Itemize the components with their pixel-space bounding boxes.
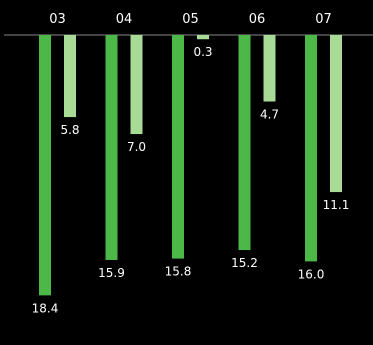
value-label-series2-07: 11.1 [323,198,350,212]
bar-series2-06 [263,35,276,102]
value-label-series1-07: 16.0 [298,267,325,281]
bar-series1-07 [305,35,317,262]
bar-series1-04 [105,35,118,260]
value-label-series1-06: 15.2 [231,256,258,270]
value-label-series1-05: 15.8 [165,265,192,279]
tick-label-04: 04 [116,12,133,27]
category-tick-labels: 03 04 05 06 07 [49,12,332,27]
bar-series2-05 [197,35,209,40]
value-label-series2-03: 5.8 [60,123,79,137]
tick-label-07: 07 [315,12,332,27]
bar-series1-05 [172,35,184,259]
bar-series2-07 [330,35,342,193]
value-label-series2-05: 0.3 [193,45,212,59]
value-label-series2-04: 7.0 [127,140,146,154]
value-label-series1-04: 15.9 [98,266,125,280]
value-label-series1-03: 18.4 [32,301,59,315]
bar-series1-06 [238,35,251,251]
bars [39,35,342,296]
tick-label-06: 06 [249,12,266,27]
bar-series2-03 [64,35,76,118]
bar-series2-04 [130,35,143,135]
tick-label-05: 05 [182,12,199,27]
value-label-series2-06: 4.7 [260,108,279,122]
value-labels: 18.4 15.9 15.8 15.2 16.0 5.8 7.0 0.3 4.7 11.1 [32,45,350,315]
bar-series1-03 [39,35,51,296]
tick-label-03: 03 [49,12,66,27]
